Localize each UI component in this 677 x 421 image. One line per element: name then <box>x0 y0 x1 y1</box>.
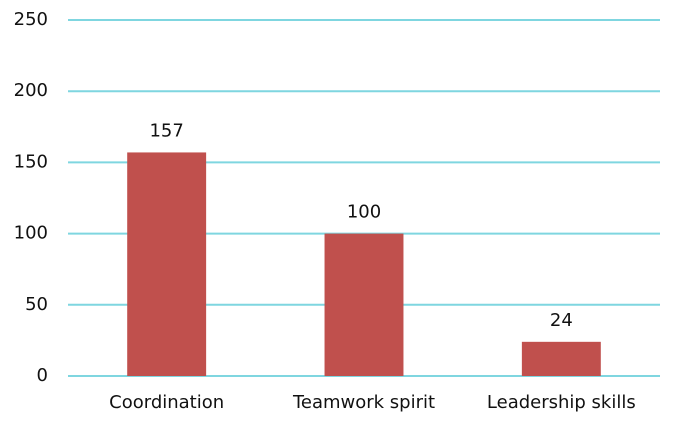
x-tick-label: Coordination <box>109 392 224 413</box>
y-tick-label: 0 <box>37 365 48 386</box>
data-label: 24 <box>550 310 573 331</box>
y-tick-label: 150 <box>14 151 48 172</box>
x-tick-label: Leadership skills <box>487 392 636 413</box>
x-tick-label: Teamwork spirit <box>292 392 435 413</box>
data-label: 100 <box>347 202 381 223</box>
data-label: 157 <box>149 120 183 141</box>
y-tick-label: 200 <box>14 80 48 101</box>
y-tick-label: 100 <box>14 223 48 244</box>
y-tick-label: 250 <box>14 9 48 30</box>
bar <box>324 233 404 376</box>
y-tick-label: 50 <box>25 294 48 315</box>
bar <box>521 341 601 376</box>
bar <box>127 152 207 376</box>
